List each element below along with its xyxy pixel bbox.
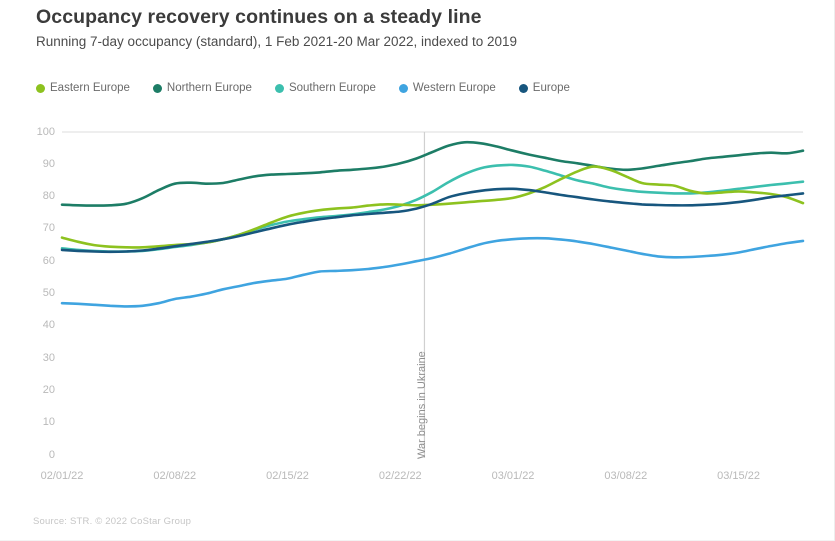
legend-item-western-europe: Western Europe (398, 82, 496, 94)
series-line-eastern-europe (60, 165, 805, 249)
x-axis-label: 03/15/22 (717, 470, 760, 482)
legend-label: Northern Europe (166, 82, 252, 94)
legend-label: Europe (532, 82, 570, 94)
legend-dot-icon (398, 83, 408, 93)
legend-dot-icon (152, 83, 162, 93)
chart-legend: Eastern Europe Northern Europe Southern … (36, 82, 570, 94)
legend-item-northern-europe: Northern Europe (152, 82, 252, 94)
x-axis-label: 02/22/22 (378, 470, 422, 482)
y-axis-label: 70 (42, 222, 55, 235)
legend-dot-icon (274, 83, 284, 93)
y-axis-label: 100 (36, 125, 55, 138)
y-axis-label: 10 (42, 416, 55, 429)
y-axis-label: 0 (48, 448, 55, 461)
y-axis-label: 40 (42, 319, 55, 332)
event-annotation: War begins in Ukraine (416, 351, 428, 459)
x-axis-label: 02/08/22 (153, 470, 197, 482)
legend-dot-icon (518, 83, 528, 93)
series-line-western-europe (60, 236, 805, 308)
y-axis-label: 50 (42, 287, 55, 299)
legend-label: Southern Europe (288, 82, 376, 94)
legend-dot-icon (36, 83, 45, 93)
y-axis-label: 60 (42, 254, 55, 267)
page-title: Occupancy recovery continues on a steady… (36, 6, 482, 28)
y-axis-label: 90 (42, 157, 55, 170)
x-axis-label: 03/01/22 (491, 470, 535, 482)
y-axis-label: 80 (42, 190, 55, 203)
y-axis-label: 30 (42, 351, 55, 364)
chart-subtitle: Running 7-day occupancy (standard), 1 Fe… (36, 34, 518, 49)
series-line-northern-europe (60, 140, 805, 207)
source-note: Source: STR. © 2022 CoStar Group (33, 516, 192, 527)
y-axis-label: 20 (42, 383, 55, 396)
series-line-europe (60, 187, 805, 254)
legend-label: Eastern Europe (50, 82, 130, 94)
x-axis-label: 02/01/22 (40, 470, 84, 482)
legend-item-europe: Europe (518, 82, 570, 94)
series-line-southern-europe (60, 163, 805, 253)
legend-item-eastern-europe: Eastern Europe (36, 82, 130, 94)
x-axis-label: 02/15/22 (266, 470, 309, 482)
legend-item-southern-europe: Southern Europe (274, 82, 376, 94)
x-axis-label: 03/08/22 (604, 470, 648, 482)
legend-label: Western Europe (412, 82, 496, 94)
